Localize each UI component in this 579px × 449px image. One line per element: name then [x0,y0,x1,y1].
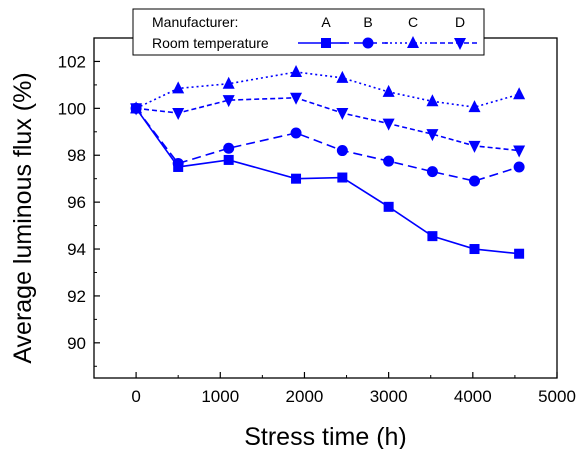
data-point-B [383,155,395,167]
x-tick-label: 4000 [454,387,492,406]
series-line-A [135,107,520,255]
y-tick-label: 98 [67,146,86,165]
data-point-B [336,145,348,157]
data-point-A [223,154,234,165]
data-point-D [222,95,235,108]
plot-frame [93,37,558,379]
x-tick-label: 5000 [538,387,576,406]
legend-sample-marker [407,36,419,48]
series-layer [130,65,526,259]
series-line-C [135,71,520,110]
legend-sample-marker [321,38,331,48]
data-point-C [172,81,185,94]
legend-sample-marker [454,38,466,50]
ticks: 0 1000 2000 3000 4000 5000 90 92 94 96 98 100 102 [58,37,576,406]
series-A [131,103,525,259]
data-point-C [382,84,395,97]
y-tick-label: 100 [58,99,86,118]
data-point-D [468,140,481,153]
data-point-B [426,166,438,178]
data-point-C [336,70,349,83]
data-point-B [290,127,302,139]
series-C [130,65,526,114]
y-tick-label: 94 [67,240,86,259]
data-point-A [291,173,302,184]
data-point-C [426,94,439,107]
legend-title: Manufacturer: [152,14,238,30]
y-axis-title: Average luminous flux (%) [9,72,37,363]
axes [93,37,558,379]
data-point-A [514,248,525,259]
data-point-A [337,172,348,183]
data-point-B [513,161,525,173]
y-tick-label: 92 [67,287,86,306]
legend-sample-marker [362,37,374,49]
x-axis-title: Stress time (h) [244,423,407,449]
x-tick-label: 2000 [286,387,324,406]
data-point-B [223,142,235,154]
legend-entry-label: A [321,14,331,30]
y-tick-label: 90 [67,334,86,353]
legend: Manufacturer: Room temperature A B C D [132,8,485,56]
series-D [130,92,526,158]
data-point-D [426,129,439,142]
data-point-A [427,231,438,242]
data-point-D [290,92,303,105]
data-point-C [468,100,481,113]
data-point-D [513,145,526,158]
series-B [130,102,525,187]
data-point-B [172,157,184,169]
data-point-B [469,175,481,187]
legend-row-label: Room temperature [152,35,269,51]
legend-entry-label: C [408,14,418,30]
data-point-D [130,103,143,116]
legend-box [132,8,485,56]
series-line-B [135,107,520,182]
x-tick-label: 0 [131,387,140,406]
data-point-C [290,65,303,77]
data-point-A [469,244,480,255]
data-point-C [513,87,526,100]
y-tick-label: 96 [67,193,86,212]
data-point-C [222,76,235,89]
data-point-D [172,108,185,121]
legend-items: A B C D [298,14,480,50]
x-tick-label: 1000 [201,387,239,406]
y-tick-label: 102 [58,52,86,71]
legend-entry-label: D [455,14,465,30]
data-point-D [336,108,349,121]
x-tick-label: 3000 [370,387,408,406]
data-point-A [383,201,394,212]
legend-entry-label: B [363,14,372,30]
data-point-D [382,118,395,131]
